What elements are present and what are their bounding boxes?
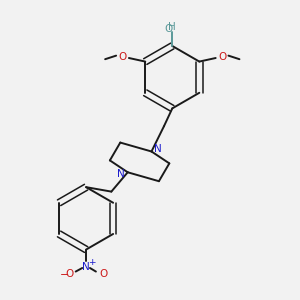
Text: N: N <box>82 262 90 272</box>
Text: H: H <box>168 22 176 32</box>
Text: O: O <box>165 24 173 34</box>
Text: O: O <box>218 52 226 61</box>
Text: N: N <box>154 144 162 154</box>
Text: O: O <box>100 269 108 279</box>
Text: −: − <box>60 270 69 280</box>
Text: O: O <box>118 52 126 61</box>
Text: O: O <box>66 269 74 279</box>
Text: N: N <box>117 169 125 179</box>
Text: +: + <box>88 258 95 267</box>
